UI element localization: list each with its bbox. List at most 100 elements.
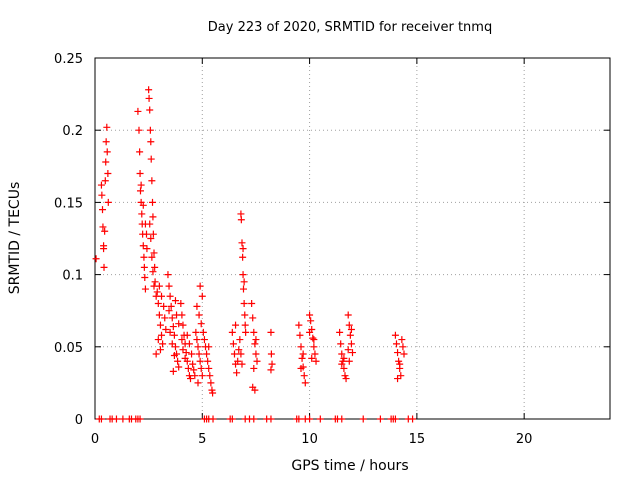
data-point bbox=[194, 379, 202, 387]
data-point bbox=[155, 282, 163, 290]
data-point bbox=[137, 181, 145, 189]
data-point bbox=[251, 386, 259, 394]
data-point bbox=[228, 328, 236, 336]
data-point bbox=[198, 292, 206, 300]
data-point bbox=[206, 372, 214, 380]
data-point bbox=[135, 126, 143, 134]
data-point-zero bbox=[376, 415, 384, 423]
data-point bbox=[175, 320, 183, 328]
data-point bbox=[138, 210, 146, 218]
data-point bbox=[102, 158, 110, 166]
data-point bbox=[145, 86, 153, 94]
data-point bbox=[170, 331, 178, 339]
data-point bbox=[307, 317, 315, 325]
data-points bbox=[92, 86, 417, 423]
data-point bbox=[149, 198, 157, 206]
data-point-zero bbox=[97, 415, 105, 423]
data-point bbox=[342, 375, 350, 383]
data-point bbox=[252, 336, 260, 344]
data-point bbox=[392, 340, 400, 348]
data-point bbox=[249, 314, 257, 322]
data-point bbox=[195, 350, 203, 358]
data-point bbox=[239, 245, 247, 253]
data-point bbox=[185, 340, 193, 348]
data-point bbox=[199, 328, 207, 336]
data-point bbox=[396, 360, 404, 368]
data-point bbox=[251, 340, 259, 348]
data-point bbox=[399, 343, 407, 351]
data-point-zero bbox=[267, 415, 275, 423]
data-point bbox=[250, 328, 258, 336]
data-point bbox=[301, 379, 309, 387]
data-point bbox=[156, 321, 164, 329]
data-point bbox=[153, 288, 161, 296]
data-point bbox=[240, 299, 248, 307]
y-tick-label: 0.15 bbox=[54, 196, 83, 211]
x-tick-label: 0 bbox=[91, 432, 99, 447]
data-point bbox=[229, 340, 237, 348]
data-point bbox=[340, 354, 348, 362]
data-point bbox=[196, 357, 204, 365]
data-point bbox=[345, 321, 353, 329]
data-point bbox=[104, 170, 112, 178]
data-point-zero bbox=[250, 415, 258, 423]
data-point bbox=[297, 364, 305, 372]
data-point bbox=[165, 282, 173, 290]
data-point bbox=[141, 273, 149, 281]
data-point bbox=[148, 177, 156, 185]
x-tick-label: 5 bbox=[198, 432, 206, 447]
data-point bbox=[205, 343, 213, 351]
data-point bbox=[169, 367, 177, 375]
data-point bbox=[346, 331, 354, 339]
data-point-zero bbox=[338, 415, 346, 423]
ticks bbox=[94, 57, 610, 420]
data-point bbox=[162, 325, 170, 333]
data-point bbox=[174, 357, 182, 365]
data-point bbox=[197, 320, 205, 328]
data-point bbox=[92, 255, 100, 263]
data-point bbox=[188, 350, 196, 358]
data-point bbox=[165, 307, 173, 315]
data-point bbox=[238, 360, 246, 368]
data-point bbox=[158, 331, 166, 339]
data-point bbox=[306, 311, 314, 319]
data-point bbox=[203, 350, 211, 358]
data-point bbox=[145, 94, 153, 102]
y-tick-label: 0.25 bbox=[54, 52, 83, 67]
data-point bbox=[149, 213, 157, 221]
data-point bbox=[347, 340, 355, 348]
data-point bbox=[242, 328, 250, 336]
data-point bbox=[159, 340, 167, 348]
data-point bbox=[236, 336, 244, 344]
data-point bbox=[103, 148, 111, 156]
data-point bbox=[299, 350, 307, 358]
data-point bbox=[230, 350, 238, 358]
plot-frame bbox=[94, 57, 611, 420]
data-point bbox=[241, 311, 249, 319]
data-point bbox=[155, 311, 163, 319]
data-point bbox=[338, 350, 346, 358]
data-point-zero bbox=[136, 415, 144, 423]
data-point bbox=[193, 336, 201, 344]
chart-title: Day 223 of 2020, SRMTID for receiver tnm… bbox=[208, 20, 492, 35]
data-point bbox=[166, 328, 174, 336]
data-point bbox=[345, 357, 353, 365]
data-point bbox=[207, 379, 215, 387]
data-point bbox=[194, 343, 202, 351]
data-point bbox=[238, 239, 246, 247]
data-point bbox=[237, 350, 245, 358]
data-point bbox=[311, 350, 319, 358]
data-point bbox=[171, 297, 179, 305]
data-point bbox=[99, 223, 107, 231]
data-point bbox=[103, 123, 111, 131]
data-point bbox=[253, 357, 261, 365]
y-axis-label: SRMTID / TECUs bbox=[7, 182, 23, 295]
data-point bbox=[149, 230, 157, 238]
data-point bbox=[164, 271, 172, 279]
data-point bbox=[308, 354, 316, 362]
grid bbox=[95, 58, 610, 419]
data-point bbox=[349, 349, 356, 357]
data-point bbox=[160, 302, 168, 310]
tick-labels: 0 5 10 15 20 0 0.05 0.1 0.15 0.2 0.25 bbox=[54, 52, 532, 447]
